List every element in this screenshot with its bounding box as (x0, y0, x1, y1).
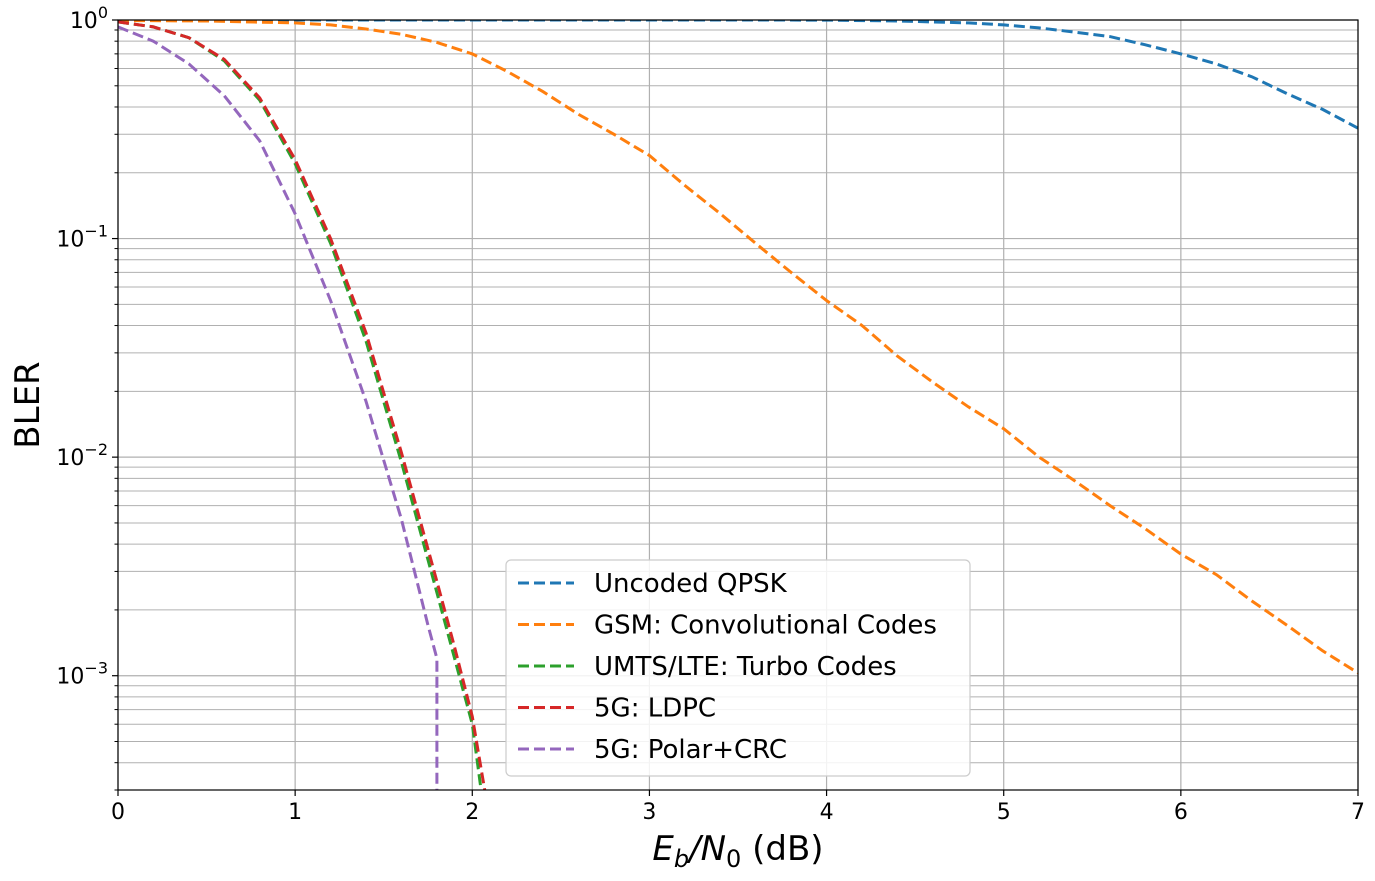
legend-label: 5G: Polar+CRC (594, 735, 787, 765)
x-tick-label: 4 (820, 800, 834, 825)
x-tick-label: 2 (465, 800, 479, 825)
x-tick-label: 7 (1351, 800, 1365, 825)
series-line-3 (118, 20, 483, 790)
legend-frame (505, 559, 971, 777)
legend: Uncoded QPSK GSM: Convolutional Codes UMTS… (505, 559, 971, 777)
series-line-2 (118, 20, 1358, 675)
series-line-4 (118, 20, 487, 790)
x-tick-label: 0 (111, 800, 125, 825)
legend-label: 5G: LDPC (594, 694, 716, 724)
y-axis-label: BLER (8, 361, 48, 448)
x-tick-label: 5 (997, 800, 1011, 825)
legend-label: UMTS/LTE: Turbo Codes (594, 652, 897, 682)
x-tick-label: 3 (642, 800, 656, 825)
x-tick-label: 1 (288, 800, 302, 825)
x-axis-label: Eb/N0 (dB) (652, 829, 823, 873)
x-tick-label: 6 (1174, 800, 1188, 825)
legend-label: Uncoded QPSK (594, 569, 788, 599)
y-tick-label: 100 (70, 3, 108, 34)
series-line-5 (118, 25, 439, 790)
legend-label: GSM: Convolutional Codes (594, 611, 937, 641)
series-lines (118, 20, 1358, 790)
series-line-1 (118, 20, 1358, 130)
plot-area-frame (117, 19, 1359, 791)
axis-ticks: 0 1 2 3 4 5 6 7 100 10−1 10−2 10−3 (56, 3, 1365, 825)
y-tick-label: 10−2 (56, 440, 108, 471)
y-tick-label: 10−3 (56, 659, 108, 690)
y-tick-label: 10−1 (56, 222, 108, 253)
